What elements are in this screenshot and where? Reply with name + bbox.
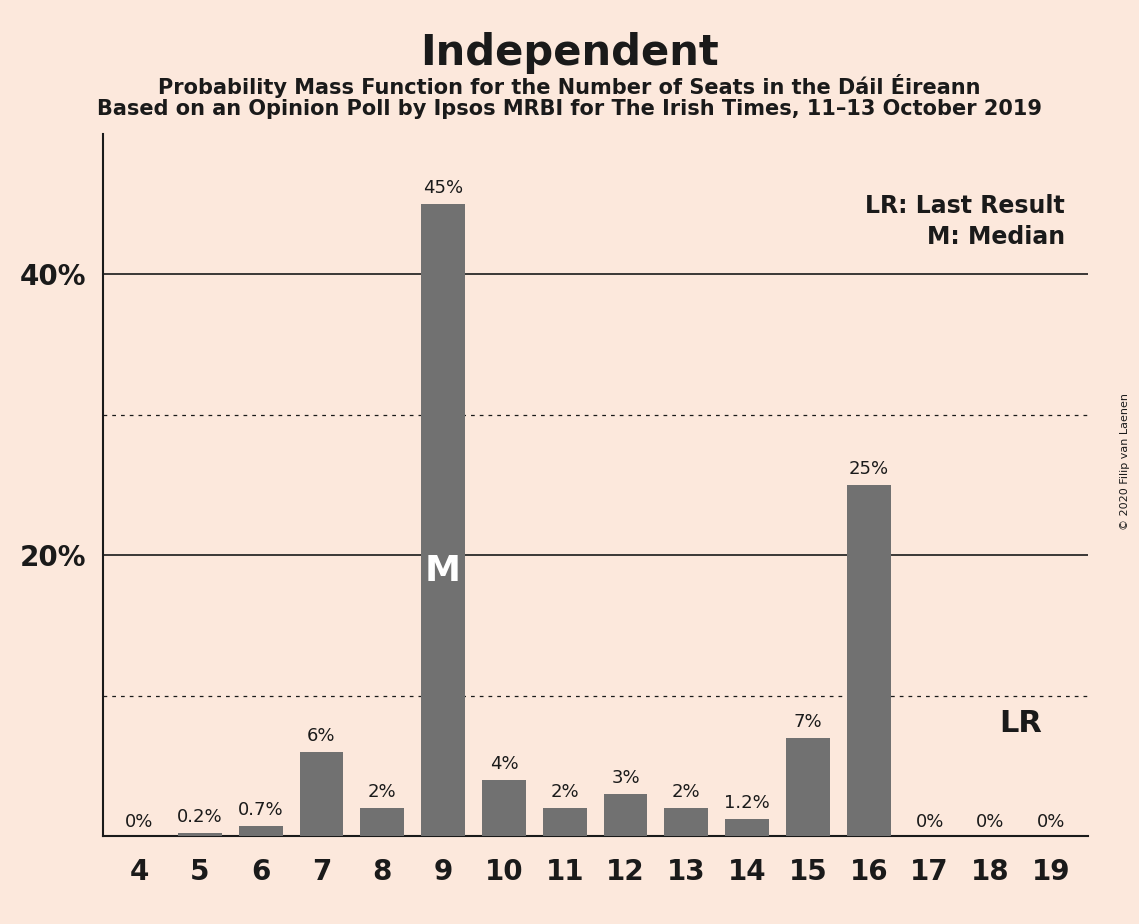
Text: 3%: 3%: [612, 769, 640, 787]
Text: © 2020 Filip van Laenen: © 2020 Filip van Laenen: [1121, 394, 1130, 530]
Text: 2%: 2%: [672, 784, 700, 801]
Text: 0%: 0%: [1038, 812, 1065, 831]
Text: M: M: [425, 553, 461, 588]
Bar: [543, 808, 587, 836]
Bar: [664, 808, 708, 836]
Text: 0%: 0%: [916, 812, 944, 831]
Bar: [421, 204, 465, 836]
Text: 2%: 2%: [368, 784, 396, 801]
Bar: [360, 808, 404, 836]
Text: LR: Last Result: LR: Last Result: [866, 194, 1065, 218]
Text: Based on an Opinion Poll by Ipsos MRBI for The Irish Times, 11–13 October 2019: Based on an Opinion Poll by Ipsos MRBI f…: [97, 99, 1042, 119]
Text: Probability Mass Function for the Number of Seats in the Dáil Éireann: Probability Mass Function for the Number…: [158, 74, 981, 98]
Text: LR: LR: [999, 710, 1042, 738]
Bar: [604, 794, 647, 836]
Bar: [482, 780, 526, 836]
Text: 0%: 0%: [125, 812, 153, 831]
Text: M: Median: M: Median: [927, 225, 1065, 249]
Text: 2%: 2%: [550, 784, 579, 801]
Text: 4%: 4%: [490, 755, 518, 773]
Bar: [300, 752, 343, 836]
Bar: [726, 820, 769, 836]
Bar: [239, 826, 282, 836]
Text: 6%: 6%: [308, 727, 336, 745]
Bar: [847, 485, 891, 836]
Text: 0%: 0%: [976, 812, 1005, 831]
Text: 25%: 25%: [849, 460, 888, 478]
Text: 1.2%: 1.2%: [724, 795, 770, 812]
Text: 0.7%: 0.7%: [238, 801, 284, 820]
Text: 45%: 45%: [423, 179, 464, 197]
Text: 7%: 7%: [794, 713, 822, 731]
Text: 0.2%: 0.2%: [177, 808, 222, 826]
Bar: [786, 738, 830, 836]
Bar: [178, 833, 222, 836]
Text: Independent: Independent: [420, 32, 719, 74]
